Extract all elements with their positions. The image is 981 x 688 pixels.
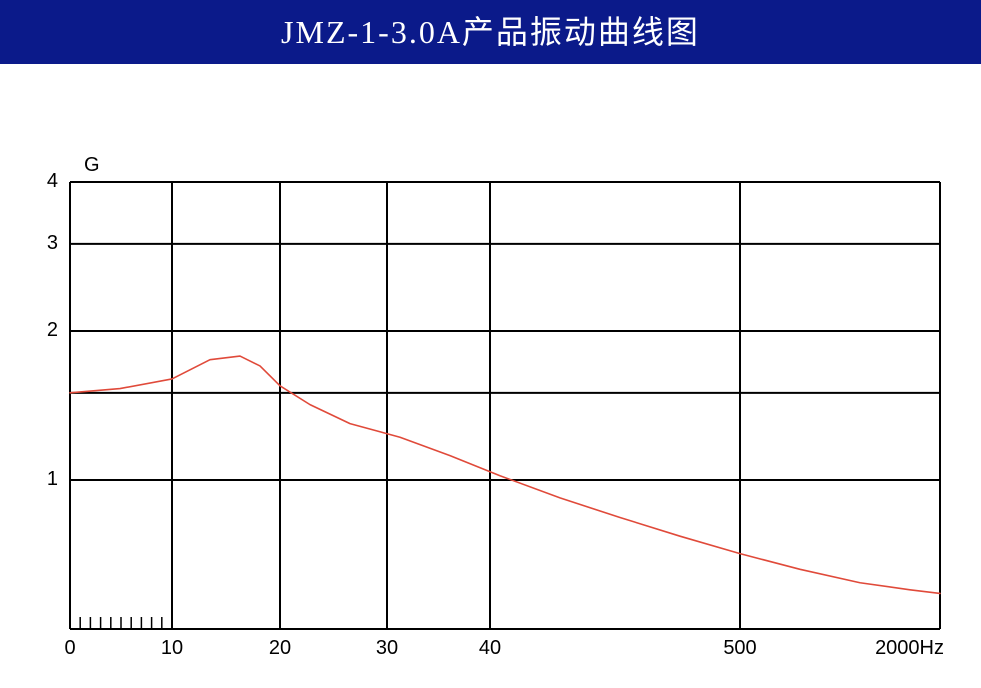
chart-title-bar: JMZ-1-3.0A产品振动曲线图 <box>0 0 981 64</box>
vibration-curve-chart: G43210102030405002000Hz <box>0 64 981 683</box>
chart-svg <box>0 64 981 683</box>
